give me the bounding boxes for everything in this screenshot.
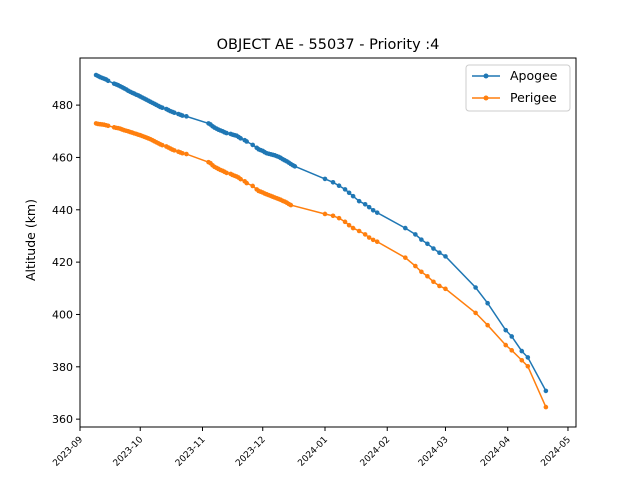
apogee-data-point — [244, 139, 249, 144]
apogee-data-point — [238, 136, 243, 141]
perigee-data-point — [473, 310, 478, 316]
apogee-data-point — [350, 193, 356, 199]
perigee-data-point — [288, 202, 294, 208]
perigee-data-point — [431, 279, 436, 285]
perigee-data-point — [330, 213, 336, 219]
perigee-data-point — [336, 215, 342, 221]
perigee-data-point — [244, 180, 249, 186]
y-tick-label: 400 — [52, 308, 73, 321]
apogee-data-point — [437, 250, 442, 256]
perigee-data-point — [346, 222, 352, 228]
apogee-data-point — [362, 201, 368, 207]
y-axis-label: Altitude (km) — [23, 199, 38, 281]
perigee-data-point — [180, 150, 185, 156]
y-tick-label: 420 — [52, 256, 73, 269]
apogee-data-point — [525, 355, 531, 360]
perigee-data-point — [425, 273, 430, 279]
apogee-data-point — [160, 105, 165, 111]
apogee-data-point — [180, 113, 185, 118]
apogee-data-point — [292, 164, 298, 169]
perigee-data-point — [437, 283, 442, 289]
perigee-data-point — [356, 228, 362, 234]
perigee-data-point — [366, 235, 372, 240]
perigee-data-point — [172, 148, 177, 153]
y-tick-label: 460 — [52, 151, 73, 164]
apogee-data-point — [322, 176, 328, 182]
perigee-data-point — [503, 342, 509, 348]
apogee-data-point — [485, 300, 490, 306]
perigee-data-point — [160, 142, 165, 148]
perigee-data-point — [374, 239, 380, 245]
perigee-data-point — [419, 269, 424, 275]
apogee-data-point — [336, 183, 342, 189]
y-tick-label: 380 — [52, 361, 73, 374]
plot-area — [93, 72, 549, 410]
perigee-data-point — [238, 176, 243, 182]
legend-perigee-marker — [483, 95, 489, 101]
apogee-data-point — [105, 78, 111, 84]
perigee-data-point — [525, 363, 531, 369]
perigee-data-point — [350, 225, 356, 231]
perigee-data-point — [322, 211, 328, 217]
apogee-data-point — [172, 110, 177, 115]
apogee-data-point — [330, 180, 336, 185]
legend-apogee-label: Apogee — [510, 68, 558, 83]
apogee-data-point — [346, 190, 352, 196]
apogee-data-point — [370, 208, 376, 213]
apogee-data-point — [366, 204, 372, 210]
y-tick-label: 440 — [52, 204, 73, 217]
perigee-data-point — [224, 170, 229, 176]
apogee-data-point — [443, 254, 448, 259]
apogee-data-point — [356, 198, 362, 204]
y-tick-label: 480 — [52, 99, 73, 112]
apogee-data-point — [342, 187, 348, 192]
perigee-data-point — [105, 123, 111, 129]
perigee-data-point — [250, 183, 255, 189]
apogee-data-point — [509, 334, 515, 339]
legend-apogee-marker — [483, 73, 489, 79]
apogee-data-point — [413, 232, 418, 237]
apogee-data-point — [224, 130, 229, 136]
perigee-data-point — [403, 255, 408, 260]
chart-title: OBJECT AE - 55037 - Priority :4 — [217, 37, 440, 53]
apogee-data-point — [374, 210, 380, 215]
axes-frame — [79, 57, 577, 428]
perigee-data-point — [413, 263, 418, 269]
perigee-data-point — [362, 232, 368, 237]
apogee-data-point — [184, 114, 189, 119]
apogee-data-point — [403, 225, 408, 231]
apogee-data-point — [419, 237, 424, 242]
perigee-data-point — [370, 237, 376, 243]
perigee-data-point — [184, 151, 189, 157]
apogee-data-point — [425, 241, 430, 247]
y-tick-label: 360 — [52, 413, 73, 426]
perigee-data-point — [519, 357, 525, 363]
perigee-data-point — [543, 404, 549, 410]
apogee-data-point — [431, 246, 436, 251]
apogee-data-point — [503, 327, 509, 333]
perigee-data-point — [485, 322, 490, 328]
apogee-data-point — [250, 142, 255, 148]
apogee-data-point — [519, 348, 525, 354]
perigee-data-point — [509, 348, 515, 353]
perigee-data-point — [342, 219, 348, 225]
legend-perigee-label: Perigee — [510, 90, 557, 105]
legend: Apogee Perigee — [465, 64, 571, 112]
apogee-data-point — [543, 388, 549, 394]
perigee-data-point — [443, 286, 448, 292]
apogee-data-point — [473, 285, 478, 290]
